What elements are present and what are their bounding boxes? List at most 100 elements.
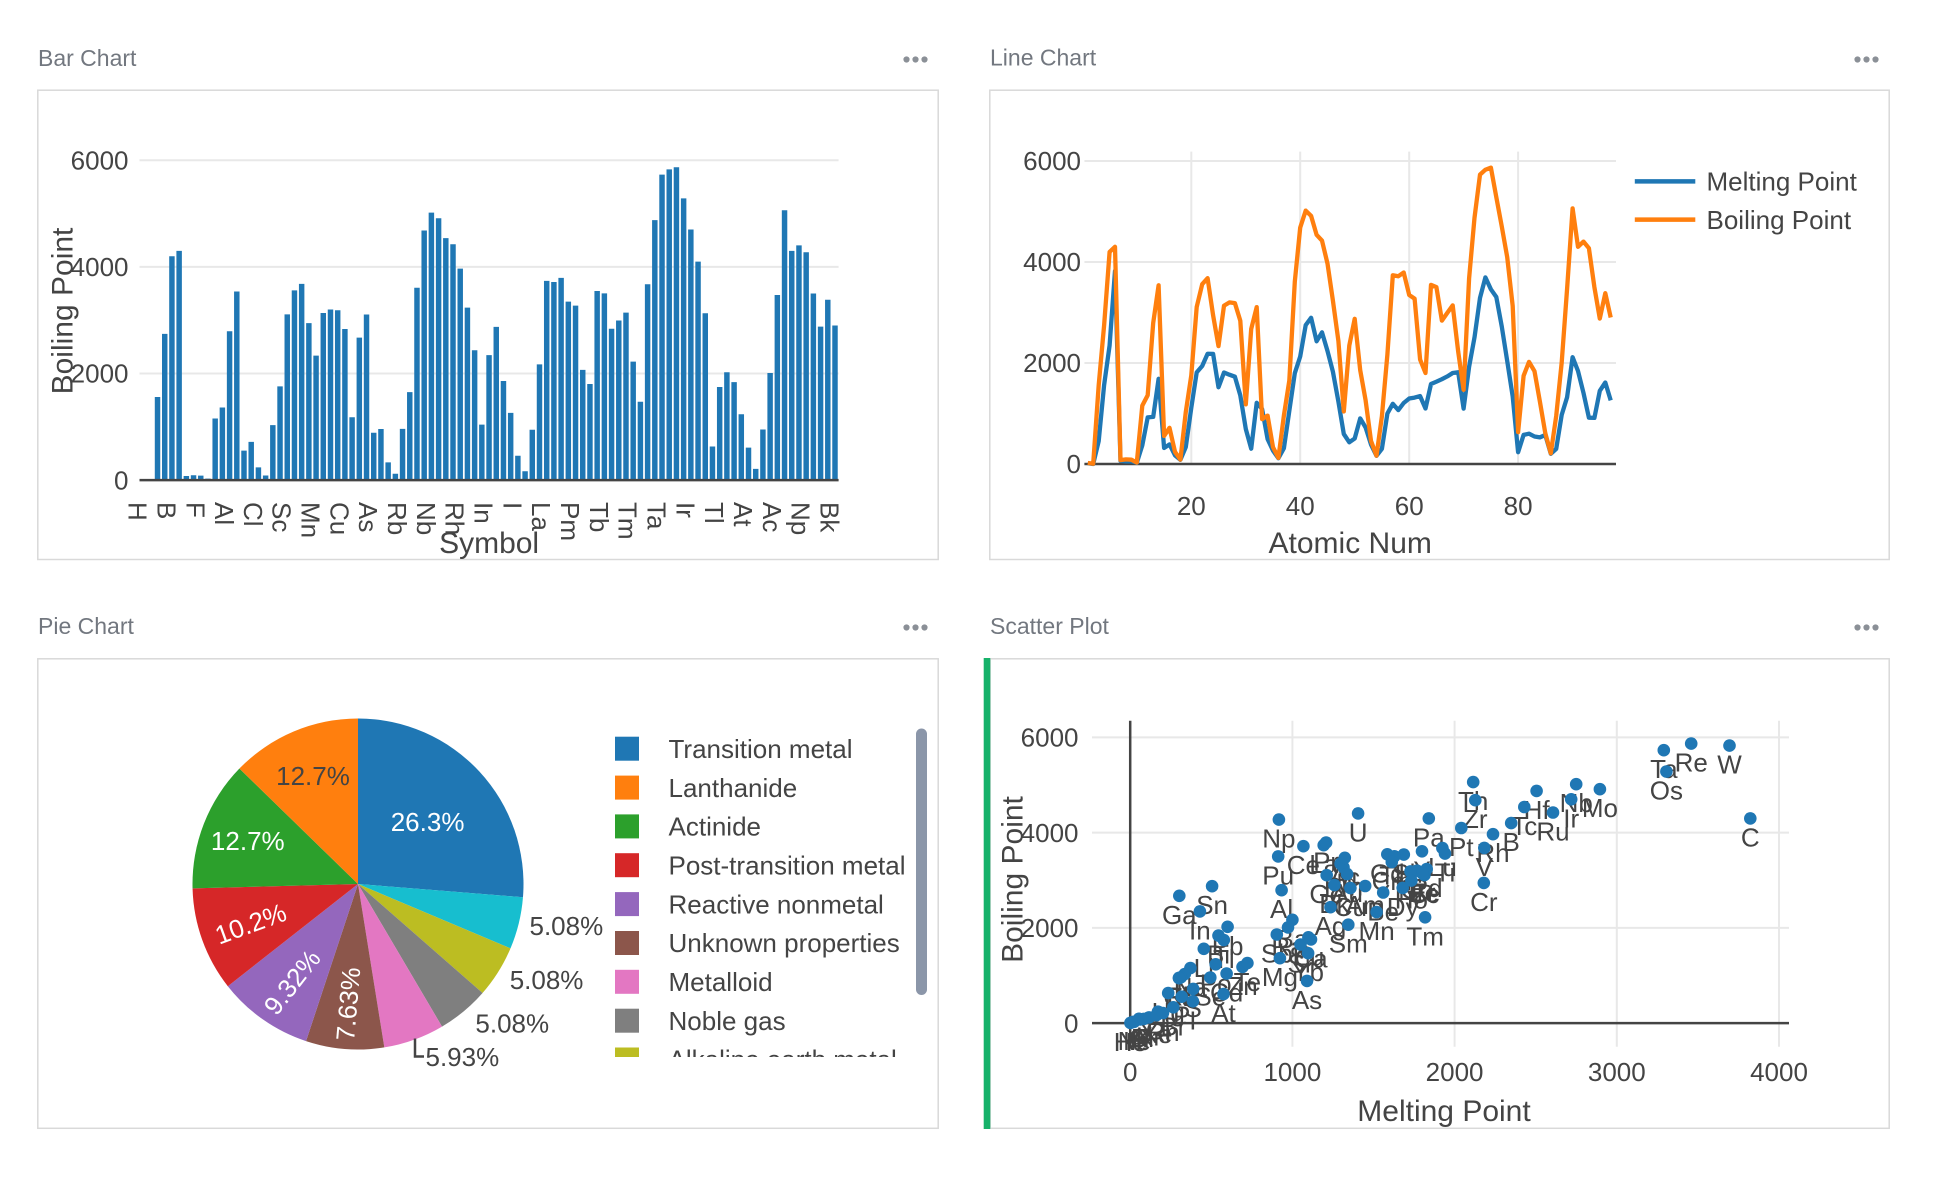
svg-text:Cu: Cu [324, 502, 354, 535]
svg-text:Cr: Cr [1470, 887, 1498, 917]
svg-text:N: N [1131, 1023, 1150, 1053]
svg-text:Sc: Sc [267, 502, 297, 532]
svg-text:H: H [123, 502, 153, 521]
svg-text:Ce: Ce [1287, 850, 1320, 880]
svg-text:Unknown properties: Unknown properties [669, 928, 900, 958]
svg-text:12.7%: 12.7% [211, 826, 285, 856]
svg-text:At: At [1211, 998, 1236, 1028]
svg-text:Te: Te [1234, 967, 1261, 997]
svg-text:O: O [1129, 1023, 1149, 1053]
svg-text:2000: 2000 [71, 359, 129, 389]
svg-text:5.93%: 5.93% [426, 1042, 500, 1072]
svg-text:60: 60 [1395, 491, 1424, 521]
svg-text:0: 0 [114, 465, 128, 495]
svg-text:Tm: Tm [1406, 921, 1444, 951]
svg-text:Boiling Point: Boiling Point [1707, 205, 1852, 235]
svg-text:Sm: Sm [1329, 929, 1368, 959]
svg-text:Noble gas: Noble gas [669, 1006, 786, 1036]
svg-text:At: At [728, 502, 758, 527]
svg-text:Pie Chart: Pie Chart [38, 613, 134, 639]
svg-text:Tl: Tl [699, 502, 729, 524]
svg-text:Nb: Nb [411, 502, 441, 535]
svg-text:5.08%: 5.08% [475, 1008, 549, 1038]
svg-text:He: He [1114, 1027, 1147, 1057]
svg-text:La: La [526, 502, 556, 531]
svg-text:5.08%: 5.08% [510, 965, 584, 995]
svg-text:4000: 4000 [71, 252, 129, 282]
svg-text:Bk: Bk [815, 502, 845, 533]
svg-text:6000: 6000 [1021, 723, 1079, 753]
svg-text:0: 0 [1123, 1057, 1137, 1087]
svg-text:Line Chart: Line Chart [990, 45, 1097, 71]
svg-text:Boiling Point: Boiling Point [997, 795, 1030, 962]
svg-text:Ti: Ti [1435, 858, 1456, 888]
svg-text:B: B [151, 502, 181, 519]
svg-text:Cl: Cl [238, 502, 268, 527]
svg-text:Kr: Kr [1136, 1021, 1162, 1051]
svg-text:Atomic Num: Atomic Num [1269, 527, 1432, 560]
svg-text:I: I [1189, 1005, 1196, 1035]
svg-text:Post-transition metal: Post-transition metal [669, 851, 906, 881]
svg-text:F: F [180, 502, 210, 518]
svg-text:Mn: Mn [1359, 916, 1395, 946]
svg-text:4000: 4000 [1023, 247, 1081, 277]
svg-text:Ta: Ta [642, 502, 672, 530]
svg-text:Ru: Ru [1536, 817, 1569, 847]
svg-text:0: 0 [1067, 449, 1081, 479]
svg-text:F: F [1131, 1023, 1147, 1053]
svg-text:Actinide: Actinide [669, 812, 762, 842]
svg-text:Reactive nonmetal: Reactive nonmetal [669, 889, 884, 919]
svg-text:4000: 4000 [1750, 1057, 1808, 1087]
svg-text:2000: 2000 [1426, 1057, 1484, 1087]
svg-text:In: In [1189, 915, 1211, 945]
svg-text:6000: 6000 [71, 145, 129, 175]
svg-text:26.3%: 26.3% [391, 807, 465, 837]
svg-text:I: I [497, 502, 527, 509]
svg-text:V: V [1476, 852, 1494, 882]
svg-text:Dy: Dy [1387, 892, 1419, 922]
svg-text:Pm: Pm [555, 502, 585, 541]
svg-text:Np: Np [1262, 824, 1295, 854]
svg-text:6000: 6000 [1023, 146, 1081, 176]
svg-text:H: H [1123, 1026, 1142, 1056]
svg-text:U: U [1349, 817, 1368, 847]
svg-text:Mn: Mn [296, 502, 326, 538]
svg-text:Metalloid: Metalloid [669, 967, 773, 997]
svg-text:Al: Al [209, 502, 239, 525]
svg-text:2000: 2000 [1023, 348, 1081, 378]
svg-text:12.7%: 12.7% [276, 761, 350, 791]
svg-text:Cu: Cu [1334, 892, 1367, 922]
svg-text:Transition metal: Transition metal [669, 734, 853, 764]
svg-text:Rh: Rh [440, 502, 470, 535]
svg-text:Symbol: Symbol [439, 527, 539, 560]
svg-text:As: As [353, 502, 383, 532]
svg-text:Tb: Tb [584, 502, 614, 532]
svg-text:Nb: Nb [1560, 788, 1593, 818]
svg-text:C: C [1741, 822, 1760, 852]
svg-text:80: 80 [1504, 491, 1533, 521]
svg-text:Tm: Tm [613, 502, 643, 540]
svg-text:Lanthanide: Lanthanide [669, 773, 798, 803]
svg-text:4000: 4000 [1021, 818, 1079, 848]
svg-text:Re: Re [1675, 748, 1708, 778]
svg-text:20: 20 [1177, 491, 1206, 521]
svg-text:5.08%: 5.08% [530, 911, 604, 941]
svg-text:B: B [1503, 827, 1520, 857]
svg-text:Ga: Ga [1162, 900, 1197, 930]
svg-text:Melting Point: Melting Point [1707, 167, 1858, 197]
svg-text:Mg: Mg [1262, 962, 1298, 992]
svg-text:1000: 1000 [1263, 1057, 1321, 1087]
svg-text:Bar Chart: Bar Chart [38, 45, 137, 71]
svg-text:3000: 3000 [1588, 1057, 1646, 1087]
svg-text:Melting Point: Melting Point [1357, 1095, 1531, 1128]
svg-text:0: 0 [1064, 1008, 1078, 1038]
svg-text:Ag: Ag [1315, 911, 1347, 941]
svg-text:Ir: Ir [1563, 803, 1579, 833]
svg-text:In: In [469, 502, 499, 524]
svg-text:Os: Os [1650, 776, 1683, 806]
svg-text:7.63%: 7.63% [330, 966, 366, 1042]
svg-text:2000: 2000 [1021, 913, 1079, 943]
svg-text:Mo: Mo [1582, 793, 1618, 823]
svg-text:Ne: Ne [1118, 1026, 1151, 1056]
svg-text:Ac: Ac [757, 502, 787, 532]
